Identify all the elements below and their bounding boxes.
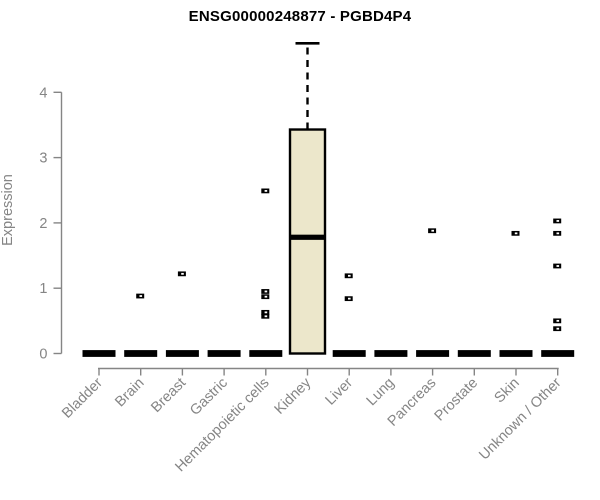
outlier-point-center: [556, 232, 560, 235]
outlier-point-center: [431, 229, 434, 232]
median-line: [290, 234, 325, 240]
outlier-point-center: [264, 190, 268, 192]
boxplot-2: [165, 271, 199, 357]
x-tick-label: Breast: [148, 375, 189, 416]
median-line: [332, 350, 366, 357]
outlier-point-center: [556, 220, 560, 222]
median-line: [499, 350, 533, 357]
median-line: [124, 350, 158, 357]
boxplot-9: [457, 350, 491, 357]
outlier-point-center: [348, 274, 351, 277]
outlier-point-center: [556, 327, 560, 330]
boxplot-3: [207, 350, 241, 357]
y-tick-label: 2: [39, 216, 47, 232]
median-line: [82, 350, 116, 357]
outlier-point-center: [514, 232, 518, 235]
box: [288, 128, 327, 355]
outlier-point-center: [556, 265, 560, 267]
median-line: [374, 350, 408, 357]
y-axis-title: Expression: [0, 174, 16, 246]
median-line: [457, 350, 491, 357]
x-tick-label: Kidney: [272, 374, 315, 417]
boxplot-8: [416, 228, 450, 357]
median-line: [165, 350, 199, 357]
boxplot-6: [332, 273, 366, 357]
median-line: [541, 350, 575, 357]
boxplot-11: [541, 218, 575, 357]
y-tick-label: 0: [39, 347, 47, 363]
outlier-point-center: [264, 295, 268, 298]
x-tick-label: Liver: [322, 375, 356, 409]
boxplot-7: [374, 350, 408, 357]
x-tick-label: Lung: [364, 375, 398, 409]
boxplot-5: [288, 42, 327, 355]
x-tick-label: Skin: [492, 375, 523, 406]
outlier-point-center: [139, 295, 143, 297]
x-tick-label: Brain: [112, 375, 147, 410]
median-line: [207, 350, 241, 357]
boxplot-10: [499, 230, 533, 357]
median-line: [249, 350, 283, 357]
x-tick-label: Bladder: [59, 375, 106, 422]
outlier-point-center: [348, 297, 351, 300]
outlier-point-center: [264, 315, 268, 318]
median-line: [416, 350, 450, 357]
chart-title: ENSG00000248877 - PGBD4P4: [188, 8, 412, 25]
x-tick-label: Prostate: [432, 375, 481, 424]
outlier-point-center: [181, 272, 184, 275]
y-tick-label: 3: [39, 151, 47, 167]
boxplot-1: [124, 293, 158, 357]
boxes-layer: [82, 42, 575, 357]
y-tick-label: 1: [39, 281, 47, 297]
outlier-point-center: [556, 319, 560, 322]
y-tick-label: 4: [39, 85, 47, 101]
outlier-point-center: [264, 311, 268, 314]
boxplot-4: [249, 188, 283, 357]
boxplot-0: [82, 350, 116, 357]
outlier-point-center: [264, 290, 268, 293]
